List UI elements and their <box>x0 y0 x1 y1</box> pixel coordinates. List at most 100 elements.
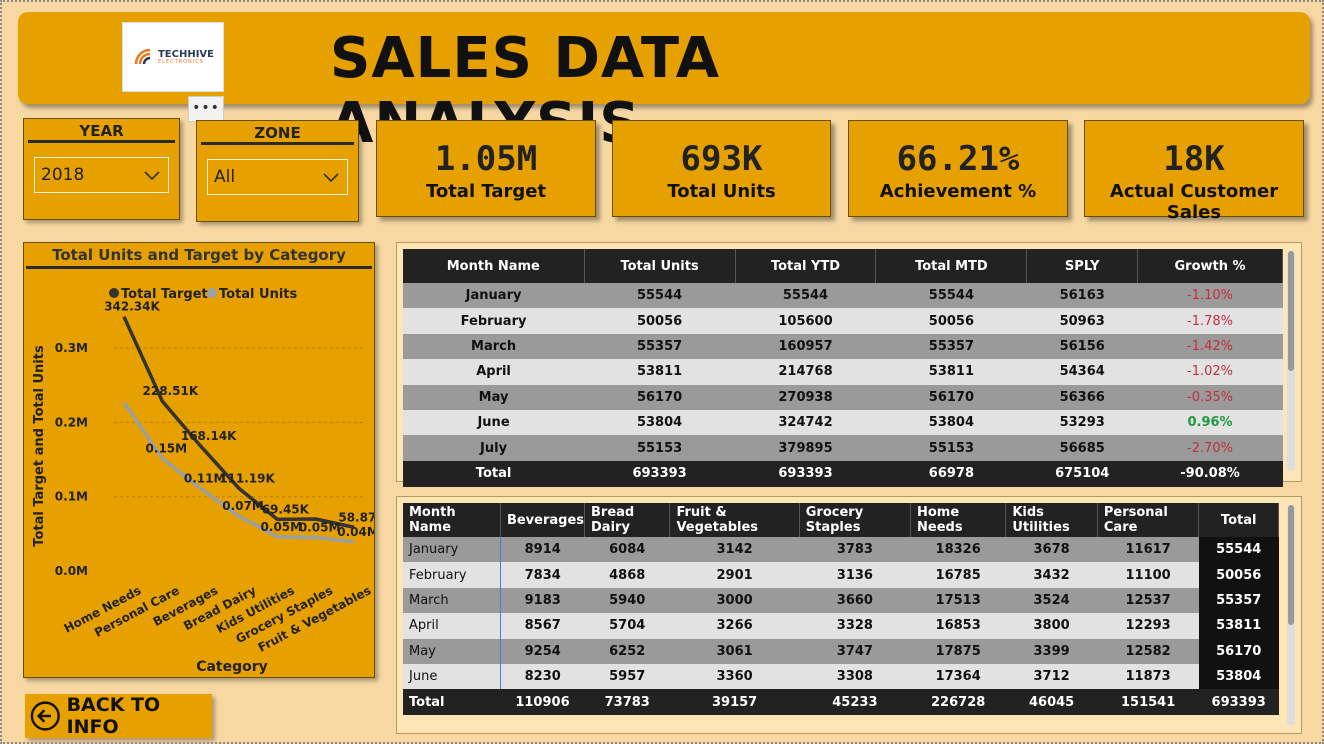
data-label: 0.04M <box>337 525 374 539</box>
column-header[interactable]: Growth % <box>1137 249 1283 283</box>
column-header[interactable]: Bread Dairy <box>584 503 671 537</box>
table-cell: 12582 <box>1097 638 1199 664</box>
legend-label: Total Units <box>219 287 298 302</box>
table-cell: 55544 <box>1198 537 1279 563</box>
table-cell: 55544 <box>875 283 1027 309</box>
column-header[interactable]: Kids Utilities <box>1005 503 1098 537</box>
category-table-scrollbar[interactable] <box>1287 505 1295 725</box>
table-cell: 5704 <box>584 613 670 639</box>
table-cell: 53811 <box>1198 613 1279 639</box>
table-row[interactable]: April 53811 214768 53811 54364 -1.02% <box>403 359 1283 385</box>
table-cell: 379895 <box>735 435 876 461</box>
total-cell: 675104 <box>1026 460 1138 487</box>
kpi-actual-customer-sales: 18K Actual Customer Sales <box>1084 120 1304 223</box>
monthly-table-scrollbar[interactable] <box>1287 251 1295 471</box>
table-cell: 55544 <box>735 283 876 309</box>
table-cell: -0.35% <box>1137 384 1283 410</box>
table-row[interactable]: April 8567 5704 3266 3328 16853 3800 12293 53811 <box>403 613 1279 639</box>
data-label: 168.14K <box>181 429 237 443</box>
table-cell: 3712 <box>1005 663 1098 690</box>
zone-dropdown[interactable]: All <box>207 159 348 195</box>
kpi-total-target: 1.05M Total Target <box>376 120 596 217</box>
column-header[interactable]: Personal Care <box>1097 503 1200 537</box>
table-cell: 55544 <box>584 283 736 309</box>
table-cell: 55153 <box>875 435 1027 461</box>
table-cell: 7834 <box>500 562 585 588</box>
total-cell: 73783 <box>584 689 670 715</box>
table-cell: 8914 <box>500 537 585 563</box>
kpi-label: Total Target <box>425 181 547 202</box>
monthly-table: Month Name Total Units Total YTD Total MTD S… <box>403 249 1283 487</box>
table-row[interactable]: January 8914 6084 3142 3783 18326 3678 11617 555… <box>403 537 1279 563</box>
table-header-row: Month Name Total Units Total YTD Total MTD S… <box>403 249 1283 283</box>
total-cell: Total <box>403 689 501 715</box>
table-row[interactable]: February 50056 105600 50056 50963 -1.78% <box>403 308 1283 334</box>
table-cell: 56685 <box>1026 435 1138 461</box>
table-cell: March <box>403 333 585 360</box>
chevron-down-icon <box>323 173 339 183</box>
table-cell: 3308 <box>799 663 911 690</box>
column-header[interactable]: Total <box>1198 503 1279 537</box>
table-cell: 56170 <box>875 384 1027 410</box>
back-to-info-button[interactable]: BACK TO INFO <box>25 694 212 738</box>
total-cell: 226728 <box>910 689 1006 715</box>
scrollbar-thumb[interactable] <box>1288 505 1294 625</box>
category-table-card: Month Name Beverages Bread Dairy Fruit & Ve… <box>396 496 1302 734</box>
table-cell: 17513 <box>910 587 1006 614</box>
data-label: 0.05M <box>299 520 341 534</box>
table-cell: 12537 <box>1097 587 1199 614</box>
table-cell: 160957 <box>735 333 876 360</box>
kpi-value: 693K <box>680 139 763 179</box>
table-cell: 9254 <box>500 638 585 664</box>
data-label: 0.11M <box>184 472 226 486</box>
table-cell: 4868 <box>584 562 670 588</box>
table-row[interactable]: May 56170 270938 56170 56366 -0.35% <box>403 384 1283 410</box>
table-row[interactable]: February 7834 4868 2901 3136 16785 3432 11100 50… <box>403 562 1279 588</box>
table-cell: 55357 <box>584 333 736 360</box>
scrollbar-thumb[interactable] <box>1288 251 1294 371</box>
kpi-label: Achievement % <box>879 181 1037 202</box>
table-row[interactable]: March 55357 160957 55357 56156 -1.42% <box>403 333 1283 360</box>
table-cell: January <box>403 537 501 563</box>
table-row[interactable]: May 9254 6252 3061 3747 17875 3399 12582 56170 <box>403 638 1279 664</box>
table-row[interactable]: January 55544 55544 55544 56163 -1.10% <box>403 283 1283 309</box>
table-cell: 324742 <box>735 409 876 436</box>
logo-tagline: ELECTRONICS <box>157 58 204 65</box>
table-cell: 54364 <box>1026 359 1138 385</box>
table-cell: May <box>403 384 585 410</box>
column-header[interactable]: Beverages <box>500 503 586 537</box>
year-dropdown[interactable]: 2018 <box>34 157 169 193</box>
year-slicer-label: YEAR <box>28 119 175 143</box>
table-cell: 17364 <box>910 663 1006 690</box>
table-cell: June <box>403 409 585 436</box>
table-total-row: Total 693393 693393 66978 675104 -90.08% <box>403 460 1283 487</box>
table-cell: 11100 <box>1097 562 1199 588</box>
more-options-button[interactable]: ••• <box>188 96 224 122</box>
table-row[interactable]: June 8230 5957 3360 3308 17364 3712 11873 53804 <box>403 663 1279 690</box>
column-header[interactable]: Month Name <box>403 249 585 283</box>
table-cell: -1.10% <box>1137 283 1283 309</box>
column-header[interactable]: Total YTD <box>735 249 877 283</box>
column-header[interactable]: Home Needs <box>910 503 1007 537</box>
column-header[interactable]: Total Units <box>584 249 736 283</box>
x-axis-label: Category <box>196 659 268 675</box>
table-row[interactable]: June 53804 324742 53804 53293 0.96% <box>403 409 1283 436</box>
series-line <box>122 315 355 529</box>
table-cell: July <box>403 435 585 461</box>
column-header[interactable]: Grocery Staples <box>799 503 912 537</box>
table-cell: June <box>403 663 501 690</box>
total-cell: -90.08% <box>1137 460 1283 487</box>
total-cell: 693393 <box>584 460 736 487</box>
table-row[interactable]: July 55153 379895 55153 56685 -2.70% <box>403 435 1283 461</box>
column-header[interactable]: Total MTD <box>875 249 1028 283</box>
table-cell: February <box>403 308 585 334</box>
column-header[interactable]: SPLY <box>1026 249 1139 283</box>
column-header[interactable]: Fruit & Vegetables <box>669 503 800 537</box>
table-row[interactable]: March 9183 5940 3000 3660 17513 3524 12537 55357 <box>403 587 1279 614</box>
total-cell: 693393 <box>1198 689 1279 715</box>
table-cell: 3266 <box>669 613 800 639</box>
table-cell: 3800 <box>1005 613 1098 639</box>
table-cell: 3142 <box>669 537 800 563</box>
kpi-value: 18K <box>1163 139 1225 179</box>
column-header[interactable]: Month Name <box>403 503 501 537</box>
